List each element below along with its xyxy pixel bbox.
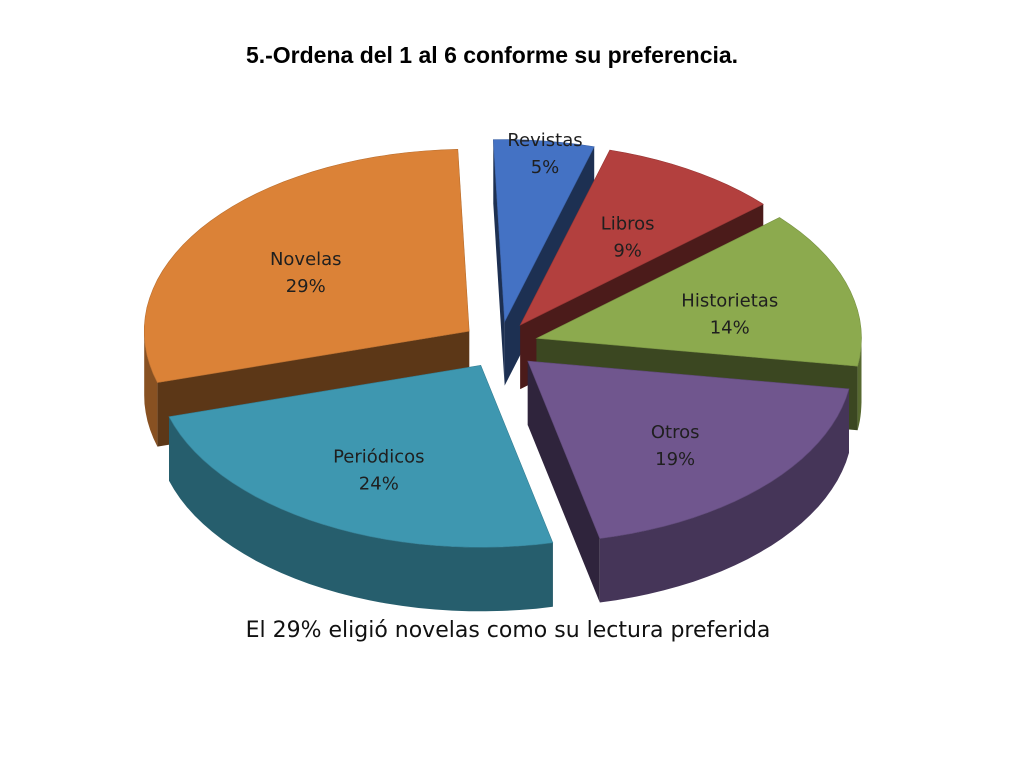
slice-side-periodicos [169,416,553,612]
slice-label-novelas: Novelas [270,249,342,270]
slice-wall-revistas [493,139,505,386]
slice-side-otros [599,388,849,603]
slice-percent-revistas: 5% [531,157,560,178]
slice-percent-libros: 9% [613,241,642,262]
slice-label-otros: Otros [651,422,700,443]
slice-label-revistas: Revistas [507,130,582,151]
slice-percent-historietas: 14% [710,317,750,338]
slice-side-historietas [857,338,862,431]
slice-novelas [144,148,470,383]
slice-percent-novelas: 29% [286,276,326,297]
slice-label-libros: Libros [601,214,655,235]
slice-wall-otros [527,361,600,603]
caption-text: El 29% eligió novelas como su lectura pr… [245,618,771,643]
slice-otros [527,360,850,539]
slice-revistas [492,139,595,323]
slice-side-novelas [144,331,158,447]
slice-periodicos [168,364,554,548]
slice-percent-otros: 19% [655,449,695,470]
slice-percent-periodicos: 24% [359,474,399,495]
slice-label-historietas: Historietas [681,290,778,311]
slice-labels: Revistas 5% Libros 9% Historietas 14% Otros 19%… [270,130,778,495]
slice-label-periodicos: Periódicos [333,447,424,468]
slice-tops [144,139,862,548]
chart-title: 5.-Ordena del 1 al 6 conforme su prefere… [245,42,739,68]
slice-historietas [535,217,862,367]
slice-libros [519,149,764,326]
